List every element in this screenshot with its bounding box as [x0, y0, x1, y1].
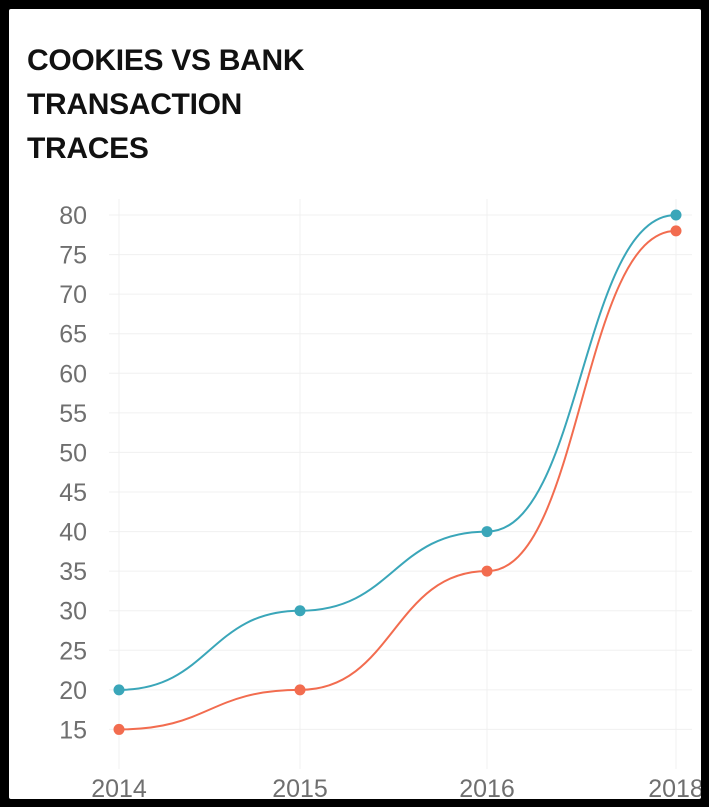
series-2: [113, 225, 682, 735]
chart-title-line-3: TRACES: [27, 132, 149, 165]
series-1-point: [294, 605, 306, 617]
y-tick-label: 40: [59, 519, 87, 547]
y-tick-label: 50: [59, 439, 87, 467]
y-tick-label: 30: [59, 598, 87, 626]
chart-title-line-2: TRANSACTION: [27, 88, 243, 121]
y-tick-label: 55: [59, 400, 87, 428]
y-tick-label: 45: [59, 479, 87, 507]
y-tick-label: 80: [59, 202, 87, 230]
series-1-line: [118, 214, 677, 691]
y-tick-label: 15: [59, 716, 87, 744]
series-2-point: [294, 684, 306, 696]
series-2-point: [670, 225, 682, 237]
grid: [109, 199, 692, 769]
series-1-point: [670, 209, 682, 221]
chart-frame: COOKIES VS BANK TRANSACTION TRACES 15 20 2…: [9, 9, 701, 799]
x-tick-label: 2015: [272, 775, 328, 799]
y-tick-label: 35: [59, 558, 87, 586]
chart-title-line-1: COOKIES VS BANK: [27, 44, 305, 77]
y-tick-label: 70: [59, 281, 87, 309]
chart-title: COOKIES VS BANK TRANSACTION TRACES: [27, 39, 447, 171]
y-tick-label: 75: [59, 242, 87, 270]
line-chart: 15 20 25 30 35 40 45 50 55 60 65 70 75 80 2014 2015 2016…: [59, 199, 701, 799]
series-1-point: [113, 684, 125, 696]
y-tick-label: 25: [59, 637, 87, 665]
series-2-point: [481, 565, 493, 577]
y-tick-label: 20: [59, 677, 87, 705]
series-1-point: [481, 526, 493, 538]
series-1: [113, 209, 682, 696]
series-2-point: [113, 723, 125, 735]
x-tick-label: 2018: [648, 775, 701, 799]
series-2-line: [118, 229, 677, 731]
x-tick-label: 2014: [91, 775, 147, 799]
y-tick-label: 65: [59, 321, 87, 349]
x-tick-label: 2016: [459, 775, 515, 799]
y-tick-label: 60: [59, 360, 87, 388]
